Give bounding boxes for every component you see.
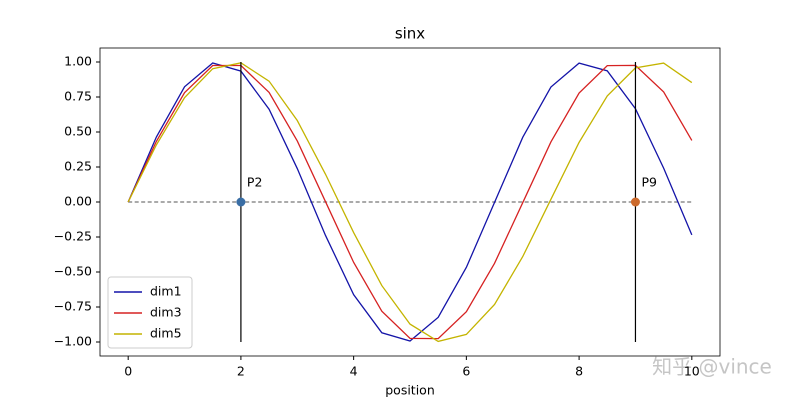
y-tick-label: −1.00 [54, 334, 92, 349]
marker-label: P9 [641, 175, 657, 190]
watermark: 知乎 @vince [652, 355, 772, 379]
y-tick-label: 0.00 [64, 194, 92, 209]
series-line [127, 64, 693, 340]
marker-point [236, 197, 246, 207]
y-tick-label: 0.50 [64, 124, 92, 139]
x-tick-label: 10 [684, 364, 700, 379]
legend-label: dim3 [150, 305, 182, 320]
y-tick-label: 0.75 [64, 89, 92, 104]
x-tick-label: 4 [350, 364, 358, 379]
y-tick-label: −0.75 [54, 299, 92, 314]
x-axis-label: position [385, 383, 435, 398]
series-line [127, 62, 693, 343]
legend-box [107, 276, 193, 349]
x-tick-label: 8 [575, 364, 583, 379]
marker-label: P2 [247, 175, 263, 190]
x-tick-label: 2 [237, 364, 245, 379]
x-tick-label: 0 [124, 364, 132, 379]
y-tick-label: 1.00 [64, 54, 92, 69]
x-tick-label: 6 [462, 364, 470, 379]
chart-title: sinx [395, 25, 425, 43]
y-tick-label: −0.25 [54, 229, 92, 244]
legend-label: dim5 [150, 326, 182, 341]
y-tick-label: −0.50 [54, 264, 92, 279]
y-tick-label: 0.25 [64, 159, 92, 174]
marker-point [630, 197, 640, 207]
legend-label: dim1 [150, 284, 182, 299]
